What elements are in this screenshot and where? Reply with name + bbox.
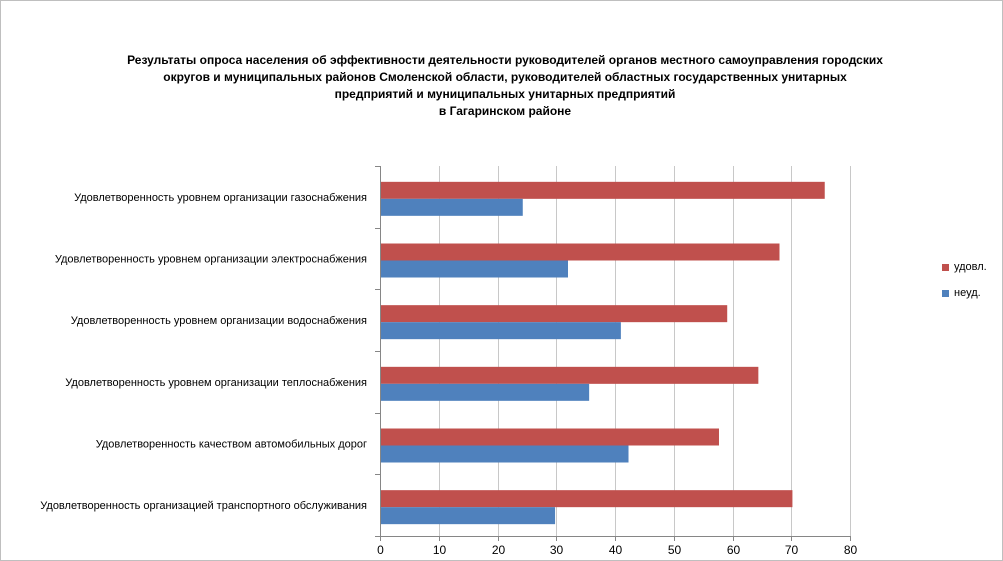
bar-neud-1 (381, 198, 523, 216)
legend-label-udovl: удовл. (954, 261, 987, 273)
bar-udovl-4 (381, 366, 759, 384)
bar-udovl-1 (381, 181, 825, 199)
category-label: Удовлетворенность уровнем организации во… (71, 315, 367, 327)
x-tick-label: 50 (668, 543, 682, 557)
legend-swatch-udovl (942, 263, 949, 271)
bar-udovl-5 (381, 428, 719, 446)
legend-item-udovl: удовл. (942, 260, 987, 274)
x-tick-label: 20 (492, 543, 506, 557)
category-label: Удовлетворенность организацией транспорт… (40, 500, 367, 512)
x-tick-label: 30 (550, 543, 564, 557)
bar-udovl-6 (381, 490, 793, 508)
category-label: Удовлетворенность уровнем организации эл… (55, 254, 367, 266)
bar-neud-5 (381, 445, 629, 463)
legend-label-neud: неуд. (954, 287, 981, 299)
x-tick-label: 40 (609, 543, 623, 557)
chart-title: Результаты опроса населения об эффективн… (60, 52, 950, 120)
title-line-4: в Гагаринском районе (438, 104, 572, 118)
bar-neud-4 (381, 383, 590, 401)
category-label: Удовлетворенность уровнем организации те… (65, 377, 367, 389)
bar-neud-2 (381, 260, 568, 278)
bar-neud-3 (381, 322, 621, 340)
title-line-1: Результаты опроса населения об эффективн… (127, 53, 883, 67)
bar-neud-6 (381, 507, 556, 525)
title-line-2: округов и муниципальных районов Смоленск… (163, 70, 847, 84)
category-label: Удовлетворенность уровнем организации га… (74, 192, 367, 204)
x-tick-label: 80 (844, 543, 858, 557)
category-label: Удовлетворенность качеством автомобильны… (96, 439, 367, 451)
x-tick-label: 70 (785, 543, 799, 557)
x-tick-label: 60 (727, 543, 741, 557)
bar-udovl-3 (381, 305, 728, 323)
bar-udovl-2 (381, 243, 780, 261)
title-line-3: предприятий и муниципальных унитарных пр… (334, 87, 676, 101)
x-tick-label: 0 (377, 543, 384, 557)
legend-swatch-neud (942, 289, 949, 297)
legend: удовл. неуд. (942, 260, 987, 312)
x-tick-label: 10 (433, 543, 447, 557)
legend-item-neud: неуд. (942, 286, 987, 300)
